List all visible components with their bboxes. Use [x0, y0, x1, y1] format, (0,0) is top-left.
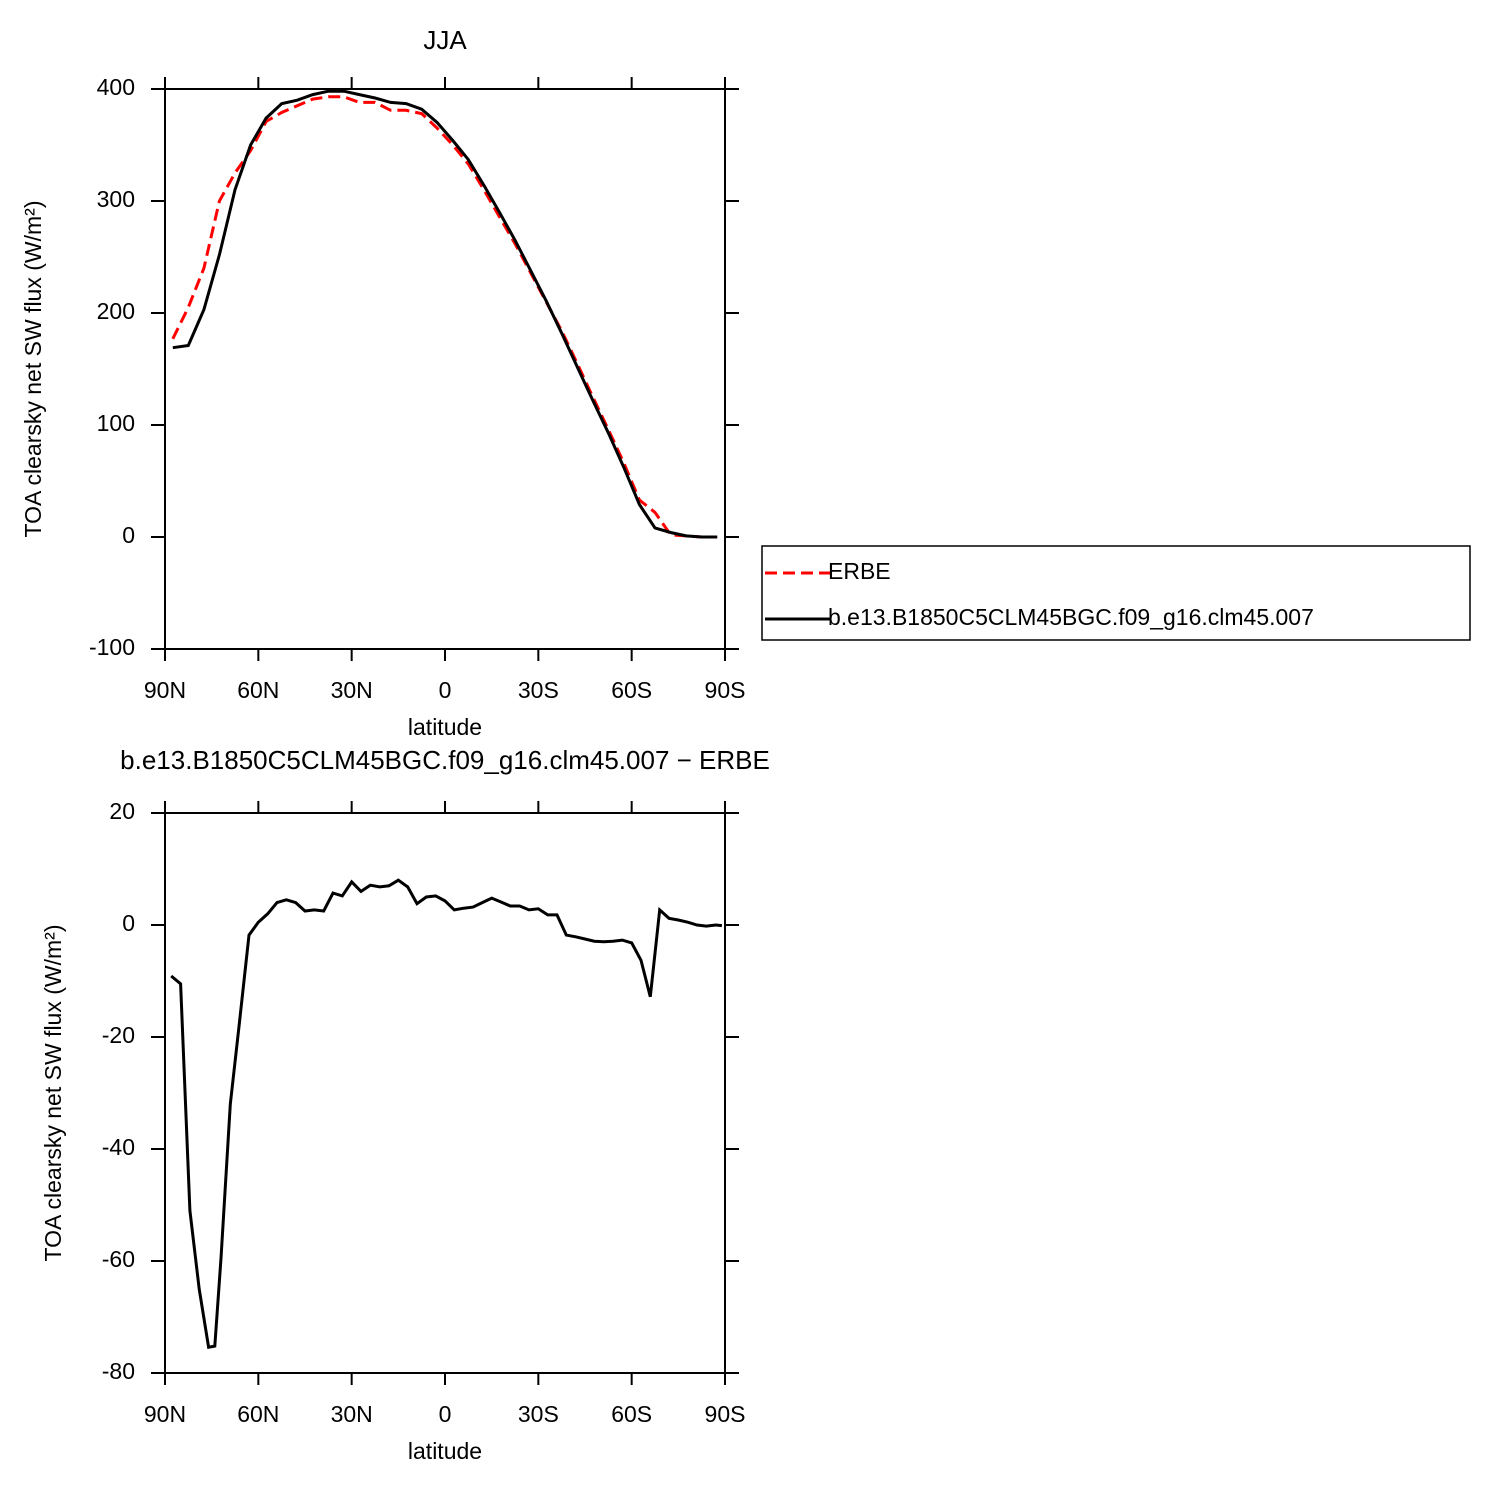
x-axis-label: latitude: [408, 1438, 482, 1464]
y-axis-label: TOA clearsky net SW flux (W/m²): [40, 925, 66, 1262]
plot-frame: [164, 812, 726, 1374]
y-tick-label: 20: [109, 798, 135, 824]
y-tick-label: -20: [102, 1022, 135, 1048]
y-tick-label: 0: [122, 522, 135, 548]
x-tick-label: 30S: [518, 1401, 559, 1427]
x-tick-label: 90N: [144, 1401, 186, 1427]
y-tick-label: 100: [97, 410, 135, 436]
y-tick-label: -80: [102, 1358, 135, 1384]
x-tick-label: 0: [439, 677, 452, 703]
plot-frame: [164, 88, 726, 650]
x-tick-label: 60N: [237, 1401, 279, 1427]
x-tick-label: 30N: [331, 1401, 373, 1427]
y-tick-label: -40: [102, 1134, 135, 1160]
legend-box: [761, 545, 1471, 641]
x-tick-label: 90S: [705, 677, 746, 703]
data-line: [170, 878, 723, 1349]
y-tick-label: -60: [102, 1246, 135, 1272]
x-tick-label: 60N: [237, 677, 279, 703]
x-tick-label: 30S: [518, 677, 559, 703]
x-tick-label: 30N: [331, 677, 373, 703]
legend-label: b.e13.B1850C5CLM45BGC.f09_g16.clm45.007: [828, 604, 1314, 630]
y-axis-label: TOA clearsky net SW flux (W/m²): [20, 201, 46, 538]
y-tick-label: -100: [89, 634, 135, 660]
x-tick-label: 0: [439, 1401, 452, 1427]
x-axis-label: latitude: [408, 714, 482, 740]
y-tick-label: 300: [97, 186, 135, 212]
chart-title: b.e13.B1850C5CLM45BGC.f09_g16.clm45.007 …: [120, 745, 770, 775]
y-tick-label: 200: [97, 298, 135, 324]
chart-title: JJA: [423, 25, 467, 55]
data-line: [172, 89, 718, 539]
y-tick-label: 400: [97, 74, 135, 100]
x-tick-label: 60S: [611, 1401, 652, 1427]
x-tick-label: 60S: [611, 677, 652, 703]
x-tick-label: 90S: [705, 1401, 746, 1427]
data-line: [171, 95, 718, 539]
x-tick-label: 90N: [144, 677, 186, 703]
legend-label: ERBE: [828, 558, 891, 584]
y-tick-label: 0: [122, 910, 135, 936]
